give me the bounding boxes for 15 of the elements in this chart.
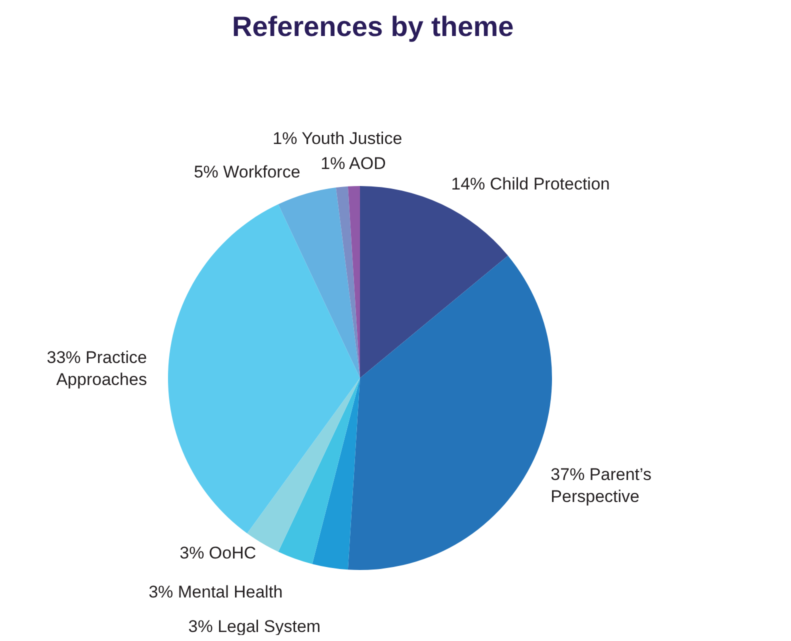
- slice-label: 1% AOD: [320, 154, 386, 174]
- pie-slice: [336, 186, 360, 378]
- slice-label: 3% OoHC: [180, 544, 256, 563]
- slice-label: 1% Youth Justice: [272, 129, 402, 148]
- slice-label: 33% Practice Approaches: [46, 348, 147, 389]
- slice-label: 37% Parent’s Perspective: [550, 465, 652, 506]
- slice-label: 14% Child Protection: [451, 174, 610, 194]
- pie-slice: [348, 256, 552, 570]
- slice-label: 5% Workforce: [194, 162, 300, 182]
- pie-slice: [278, 188, 360, 378]
- pie-slice: [312, 378, 360, 570]
- slice-label: 3% Mental Health: [148, 582, 283, 602]
- chart-title: References by theme: [232, 11, 514, 42]
- pie-slice: [278, 378, 360, 564]
- pie-slice: [168, 204, 360, 534]
